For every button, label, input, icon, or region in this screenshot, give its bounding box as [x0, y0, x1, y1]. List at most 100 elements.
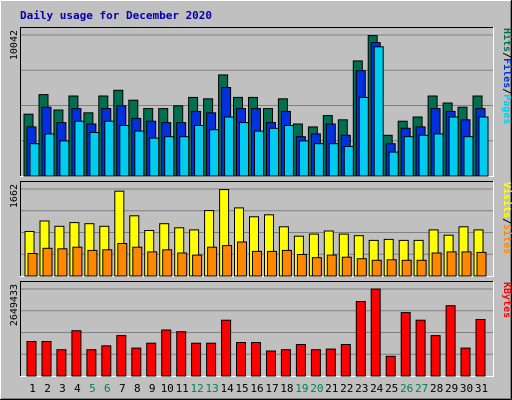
bar-kbytes-day-22 [340, 344, 351, 377]
x-tick-label-day-28: 28 [430, 382, 443, 395]
bar-kbytes-day-31 [475, 319, 486, 377]
x-tick-label-day-3: 3 [59, 382, 66, 395]
bar-pages-day-17 [269, 127, 279, 177]
bar-kbytes-day-6 [101, 345, 112, 377]
bar-pages-day-7 [119, 125, 130, 177]
bar-pages-day-31 [478, 116, 489, 177]
legend-sites: Sites [501, 224, 512, 254]
bar-kbytes-day-17 [266, 350, 276, 377]
bar-sites-day-24 [371, 259, 382, 277]
x-tick-label-day-18: 18 [280, 382, 293, 395]
x-tick-label-day-1: 1 [29, 382, 36, 395]
bar-kbytes-day-29 [445, 305, 456, 377]
panel-legend: KBytes [501, 282, 512, 318]
bar-sites-day-25 [386, 259, 397, 277]
bar-kbytes-day-25 [385, 355, 396, 377]
bar-sites-day-20 [311, 257, 322, 277]
bar-kbytes-day-30 [460, 347, 471, 377]
bar-pages-day-20 [313, 143, 324, 177]
bar-pages-day-16 [254, 130, 264, 177]
bar-kbytes-day-11 [176, 331, 187, 377]
panel-pages-files-hits: 10042 Hits/Files/Pages [9, 27, 512, 177]
bar-pages-day-25 [388, 151, 399, 177]
bar-kbytes-day-16 [251, 342, 261, 377]
bar-pages-day-18 [283, 125, 294, 177]
bar-sites-day-31 [476, 251, 487, 277]
bar-sites-day-2 [42, 247, 53, 277]
x-tick-label-day-30: 30 [460, 382, 473, 395]
bar-kbytes-day-18 [280, 349, 291, 377]
bar-pages-day-19 [298, 140, 309, 177]
bar-kbytes-day-5 [86, 349, 97, 377]
bar-sites-day-6 [102, 249, 113, 277]
x-tick-label-day-24: 24 [370, 382, 384, 395]
bar-sites-day-22 [341, 256, 352, 277]
axis-max-label: 1662 [9, 184, 20, 208]
bar-pages-day-30 [463, 136, 474, 177]
x-tick-label-day-13: 13 [205, 382, 218, 395]
bar-sites-day-1 [27, 253, 38, 277]
bar-pages-day-3 [59, 140, 70, 177]
bar-kbytes-day-3 [56, 349, 67, 377]
bar-sites-day-4 [72, 246, 83, 277]
bar-kbytes-day-13 [206, 342, 217, 377]
legend-kbytes: KBytes [501, 282, 512, 318]
bar-kbytes-day-21 [325, 348, 336, 377]
bar-kbytes-day-15 [236, 342, 246, 377]
bar-kbytes-day-1 [26, 341, 37, 377]
x-axis-labels: 1 2 3 4 5 6 7 8 9 10 11 12 13 14 15 16 17 18 19 20 21 22 23 24 2… [29, 382, 488, 395]
bar-pages-day-26 [403, 136, 414, 177]
panel-legend: Hits/Files/Pages [501, 28, 512, 124]
axis-max-label: 10042 [9, 30, 20, 60]
bar-kbytes-day-12 [191, 342, 202, 377]
bar-pages-day-22 [343, 146, 354, 177]
x-tick-label-day-15: 15 [235, 382, 248, 395]
x-tick-label-day-11: 11 [176, 382, 189, 395]
bar-pages-day-15 [239, 122, 249, 177]
bar-pages-day-27 [418, 134, 429, 177]
bar-pages-day-11 [179, 136, 190, 177]
panel-kbytes: 2649433 KBytes [9, 281, 512, 377]
x-tick-label-day-21: 21 [325, 382, 338, 395]
panel-visits-sites: 1662 Visits/Sites [9, 181, 512, 277]
bar-sites-day-30 [461, 251, 472, 277]
x-tick-label-day-19: 19 [295, 382, 308, 395]
bar-kbytes-day-23 [355, 301, 366, 377]
bar-sites-day-13 [207, 246, 218, 277]
bar-sites-day-18 [281, 249, 292, 277]
bar-sites-day-8 [132, 246, 143, 277]
bar-kbytes-day-9 [146, 342, 157, 377]
chart-title: Daily usage for December 2020 [20, 9, 212, 22]
bar-sites-day-3 [57, 248, 68, 277]
x-tick-label-day-2: 2 [44, 382, 51, 395]
bar-kbytes-day-27 [415, 319, 426, 377]
bar-kbytes-day-28 [430, 335, 441, 377]
bar-sites-day-17 [267, 250, 277, 277]
bar-pages-day-5 [89, 132, 100, 177]
bar-kbytes-day-2 [41, 341, 52, 377]
x-tick-label-day-4: 4 [74, 382, 81, 395]
bar-kbytes-day-20 [310, 349, 321, 377]
bar-pages-day-4 [74, 120, 85, 177]
x-tick-label-day-20: 20 [310, 382, 323, 395]
bar-pages-day-24 [373, 46, 384, 177]
x-tick-label-day-29: 29 [445, 382, 458, 395]
bar-pages-day-21 [328, 143, 339, 177]
x-tick-label-day-26: 26 [400, 382, 413, 395]
legend-hits: Hits [501, 28, 512, 52]
x-tick-label-day-22: 22 [340, 382, 353, 395]
bar-sites-day-26 [401, 259, 412, 277]
bar-kbytes-day-7 [116, 335, 127, 377]
bar-pages-day-28 [433, 133, 444, 177]
bar-sites-day-14 [222, 245, 233, 277]
bar-pages-day-23 [358, 96, 369, 177]
x-tick-label-day-25: 25 [385, 382, 398, 395]
bar-sites-day-11 [177, 252, 188, 277]
x-tick-label-day-10: 10 [161, 382, 174, 395]
bar-sites-day-27 [416, 259, 427, 277]
bar-pages-day-8 [134, 130, 145, 177]
x-tick-label-day-8: 8 [134, 382, 141, 395]
x-tick-label-day-12: 12 [190, 382, 203, 395]
bar-pages-day-12 [194, 125, 205, 177]
